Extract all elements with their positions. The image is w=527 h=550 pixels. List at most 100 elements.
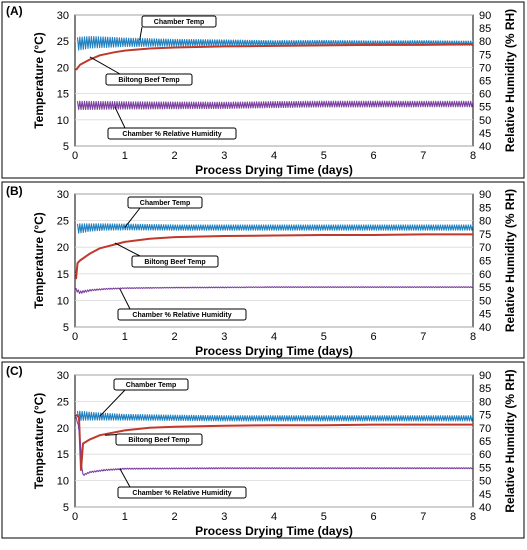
annotation-leader <box>139 26 143 41</box>
x-axis-title: Process Drying Time (days) <box>195 344 353 358</box>
panel-label: (A) <box>6 4 23 18</box>
panel-border <box>1 181 525 359</box>
y2-tick-label: 60 <box>479 89 491 101</box>
y2-tick-label: 40 <box>479 141 491 153</box>
y2-tick-label: 90 <box>479 370 491 382</box>
x-tick-label: 3 <box>221 150 227 162</box>
x-tick-label: 6 <box>370 331 376 343</box>
y2-tick-label: 70 <box>479 242 491 254</box>
annotation-leader <box>114 106 126 129</box>
x-tick-label: 2 <box>171 331 177 343</box>
series-group <box>75 410 473 476</box>
x-axis-title: Process Drying Time (days) <box>195 524 353 538</box>
panel-label: (C) <box>6 364 23 378</box>
annotation-box <box>131 255 219 268</box>
y2-tick-label: 80 <box>479 396 491 408</box>
x-tick-label: 1 <box>122 331 128 343</box>
y-tick-label: 10 <box>57 476 69 488</box>
x-tick-label: 8 <box>470 331 476 343</box>
x-tick-label: 2 <box>171 150 177 162</box>
x-tick-label: 0 <box>72 331 78 343</box>
x-tick-label: 2 <box>171 511 177 523</box>
annotation-label: Biltong Beef Temp <box>118 77 179 84</box>
y2-tick-label: 45 <box>479 128 491 140</box>
y-axis-title: Temperature (°C) <box>32 212 46 309</box>
x-tick-label: 0 <box>72 150 78 162</box>
annotation-box <box>113 378 189 391</box>
series-line-chamber-relative-humidity <box>76 100 473 111</box>
y-tick-label: 25 <box>57 216 69 228</box>
y2-tick-label: 85 <box>479 383 491 395</box>
x-tick-label: 8 <box>470 511 476 523</box>
x-tick-label: 7 <box>420 511 426 523</box>
y2-tick-label: 45 <box>479 309 491 321</box>
annotation-leader <box>89 56 121 75</box>
panel-border <box>1 361 525 539</box>
y-tick-label: 5 <box>63 502 69 514</box>
y2-tick-label: 65 <box>479 76 491 88</box>
annotation-leader <box>119 468 131 488</box>
annotation-label: Chamber % Relative Humidity <box>122 131 221 138</box>
annotation-box <box>117 486 247 499</box>
annotation-box <box>107 127 237 140</box>
y2-tick-label: 50 <box>479 295 491 307</box>
y-tick-label: 30 <box>57 10 69 22</box>
x-tick-label: 3 <box>221 511 227 523</box>
annotation-label: Biltong Beef Temp <box>144 259 205 266</box>
x-tick-label: 1 <box>122 511 128 523</box>
annotation-label: Chamber % Relative Humidity <box>132 490 231 497</box>
x-tick-label: 8 <box>470 150 476 162</box>
series-line-chamber-relative-humidity <box>75 416 473 476</box>
y-tick-label: 10 <box>57 295 69 307</box>
y-tick-label: 30 <box>57 189 69 201</box>
x-tick-label: 7 <box>420 331 426 343</box>
y-tick-label: 20 <box>57 423 69 435</box>
y2-axis-title: Relative Humidity (% RH) <box>503 369 517 512</box>
series-line-chamber-temp <box>76 35 473 51</box>
y2-tick-label: 75 <box>479 229 491 241</box>
annotation-box <box>115 433 203 446</box>
y2-tick-label: 40 <box>479 322 491 334</box>
y2-tick-label: 70 <box>479 423 491 435</box>
annotation-label: Chamber Temp <box>154 19 204 26</box>
y-tick-label: 10 <box>57 115 69 127</box>
y-tick-label: 15 <box>57 89 69 101</box>
y2-tick-label: 45 <box>479 489 491 501</box>
y2-tick-label: 55 <box>479 102 491 114</box>
annotation-box <box>127 196 203 209</box>
annotation-leader <box>119 288 131 310</box>
y2-axis-title: Relative Humidity (% RH) <box>503 9 517 152</box>
x-axis-title: Process Drying Time (days) <box>195 163 353 177</box>
annotation-label: Chamber Temp <box>126 382 176 389</box>
series-group <box>75 223 473 295</box>
y-tick-label: 15 <box>57 269 69 281</box>
y-tick-label: 25 <box>57 36 69 48</box>
annotation-box <box>117 308 247 321</box>
y2-axis-title: Relative Humidity (% RH) <box>503 189 517 332</box>
y2-tick-label: 40 <box>479 502 491 514</box>
y-axis-title: Temperature (°C) <box>32 393 46 490</box>
x-tick-label: 7 <box>420 150 426 162</box>
annotation-label: Chamber % Relative Humidity <box>132 312 231 319</box>
y2-tick-label: 60 <box>479 269 491 281</box>
series-line-chamber-temp <box>76 410 473 422</box>
x-tick-label: 5 <box>321 511 327 523</box>
y2-tick-label: 60 <box>479 449 491 461</box>
series-line-biltong-beef-temp <box>75 43 473 71</box>
annotation-label: Chamber Temp <box>140 200 190 207</box>
y-tick-label: 20 <box>57 242 69 254</box>
panel-label: (B) <box>6 184 23 198</box>
y-tick-label: 20 <box>57 62 69 74</box>
y2-tick-label: 65 <box>479 256 491 268</box>
y2-tick-label: 50 <box>479 476 491 488</box>
x-tick-label: 3 <box>221 331 227 343</box>
x-tick-label: 4 <box>271 511 277 523</box>
series-line-biltong-beef-temp <box>75 233 473 280</box>
x-tick-label: 0 <box>72 511 78 523</box>
annotation-box <box>105 73 193 86</box>
y2-tick-label: 75 <box>479 410 491 422</box>
y-tick-label: 15 <box>57 449 69 461</box>
panel-border <box>1 1 525 179</box>
x-tick-label: 5 <box>321 150 327 162</box>
